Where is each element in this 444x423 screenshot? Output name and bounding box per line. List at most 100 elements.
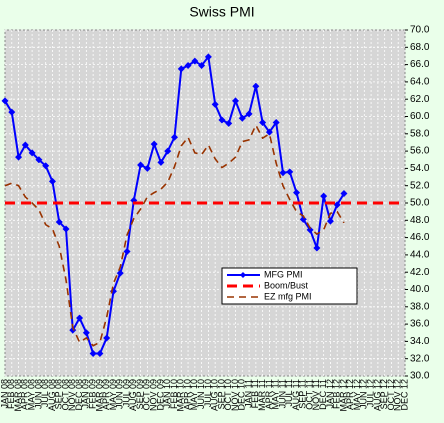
point xyxy=(232,97,240,105)
point xyxy=(48,177,56,185)
x-tick-label: NOV 08 xyxy=(67,379,77,411)
point xyxy=(15,153,23,161)
x-tick-label: AUG 10 xyxy=(210,379,220,411)
x-tick-label: AUG 08 xyxy=(47,379,57,411)
point xyxy=(21,141,29,149)
point xyxy=(225,119,233,127)
legend-label: EZ mfg PMI xyxy=(264,291,312,301)
y-tick-label: 38.0 xyxy=(410,301,430,312)
x-tick-label: DEC 12 xyxy=(399,379,409,411)
x-tick-label: JAN 08 xyxy=(0,379,9,409)
point xyxy=(89,350,97,358)
point xyxy=(8,108,16,116)
x-tick-label: APR 09 xyxy=(101,379,111,410)
x-tick-label: FEB 09 xyxy=(88,379,98,409)
x-tick-label: SEP 08 xyxy=(54,379,64,409)
point xyxy=(28,149,36,157)
point xyxy=(211,100,219,108)
x-tick-label: OCT 10 xyxy=(223,379,233,410)
x-tick-label: NOV 10 xyxy=(230,379,240,411)
point xyxy=(279,169,287,177)
point xyxy=(245,110,253,118)
point xyxy=(198,61,206,69)
x-tick-label: JAN 12 xyxy=(325,379,335,409)
point xyxy=(82,329,90,337)
point xyxy=(42,162,50,170)
point xyxy=(340,189,348,197)
point xyxy=(191,57,199,65)
point xyxy=(170,133,178,141)
point xyxy=(293,189,301,197)
x-tick-label: APR 08 xyxy=(20,379,30,410)
x-tick-label: SEP 12 xyxy=(379,379,389,409)
point xyxy=(204,53,212,61)
point xyxy=(177,65,185,73)
y-tick-label: 62.0 xyxy=(410,94,430,105)
y-tick-label: 60.0 xyxy=(410,111,430,122)
y-tick-label: 40.0 xyxy=(410,284,430,295)
point xyxy=(252,82,260,90)
y-tick-label: 58.0 xyxy=(410,128,430,139)
x-tick-label: APR 11 xyxy=(264,379,274,409)
point xyxy=(265,128,273,136)
y-tick-label: 66.0 xyxy=(410,59,430,70)
x-tick-label: DEC 08 xyxy=(74,379,84,411)
x-tick-label: JUL 10 xyxy=(203,379,213,407)
point xyxy=(55,218,63,226)
x-tick-label: SEP 10 xyxy=(216,379,226,409)
series-line xyxy=(4,123,345,347)
point xyxy=(1,97,9,105)
x-tick-label: DEC 11 xyxy=(318,379,328,410)
x-tick-label: MAY 12 xyxy=(352,379,362,410)
x-tick-label: MAR 11 xyxy=(257,379,267,411)
y-tick-label: 52.0 xyxy=(410,180,430,191)
x-tick-label: MAR 10 xyxy=(176,379,186,412)
x-tick-label: MAY 08 xyxy=(26,379,36,410)
point xyxy=(123,247,131,255)
x-tick-label: FEB 12 xyxy=(332,379,342,409)
point xyxy=(157,158,165,166)
x-tick-label: NOV 11 xyxy=(311,379,321,410)
x-tick-label: AUG 12 xyxy=(372,379,382,411)
point xyxy=(326,217,334,225)
point xyxy=(137,161,145,169)
x-tick-label: NOV 09 xyxy=(149,379,159,411)
y-tick-label: 48.0 xyxy=(410,215,430,226)
x-tick-label: SEP 11 xyxy=(298,379,308,409)
y-tick-label: 30.0 xyxy=(410,371,430,382)
y-tick-label: 34.0 xyxy=(410,336,430,347)
x-tick-label: MAY 10 xyxy=(189,379,199,410)
point xyxy=(143,164,151,172)
point xyxy=(259,119,267,127)
x-tick-label: FEB 08 xyxy=(6,379,16,409)
x-tick-label: SEP 09 xyxy=(135,379,145,409)
point xyxy=(96,350,104,358)
y-tick-label: 44.0 xyxy=(410,250,430,261)
y-tick-label: 64.0 xyxy=(410,77,430,88)
x-tick-label: MAR 09 xyxy=(94,379,104,412)
y-tick-label: 54.0 xyxy=(410,163,430,174)
x-tick-label: JUL 08 xyxy=(40,379,50,407)
x-tick-label: JAN 11 xyxy=(243,379,253,408)
x-tick-label: OCT 09 xyxy=(142,379,152,410)
x-tick-label: FEB 11 xyxy=(250,379,260,408)
point xyxy=(306,226,314,234)
point xyxy=(320,192,328,200)
point xyxy=(150,140,158,148)
x-tick-label: DEC 09 xyxy=(155,379,165,411)
chart-title: Swiss PMI xyxy=(189,4,254,20)
x-tick-label: MAR 08 xyxy=(13,379,23,412)
x-tick-label: JAN 09 xyxy=(81,379,91,409)
y-tick-label: 36.0 xyxy=(410,319,430,330)
x-tick-label: JUN 10 xyxy=(196,379,206,409)
y-tick-label: 42.0 xyxy=(410,267,430,278)
point xyxy=(164,147,172,155)
x-tick-label: AUG 11 xyxy=(291,379,301,410)
y-tick-label: 32.0 xyxy=(410,353,430,364)
legend-marker xyxy=(240,272,246,278)
x-tick-label: AUG 09 xyxy=(128,379,138,411)
point xyxy=(313,244,321,252)
point xyxy=(184,61,192,69)
point xyxy=(116,269,124,277)
